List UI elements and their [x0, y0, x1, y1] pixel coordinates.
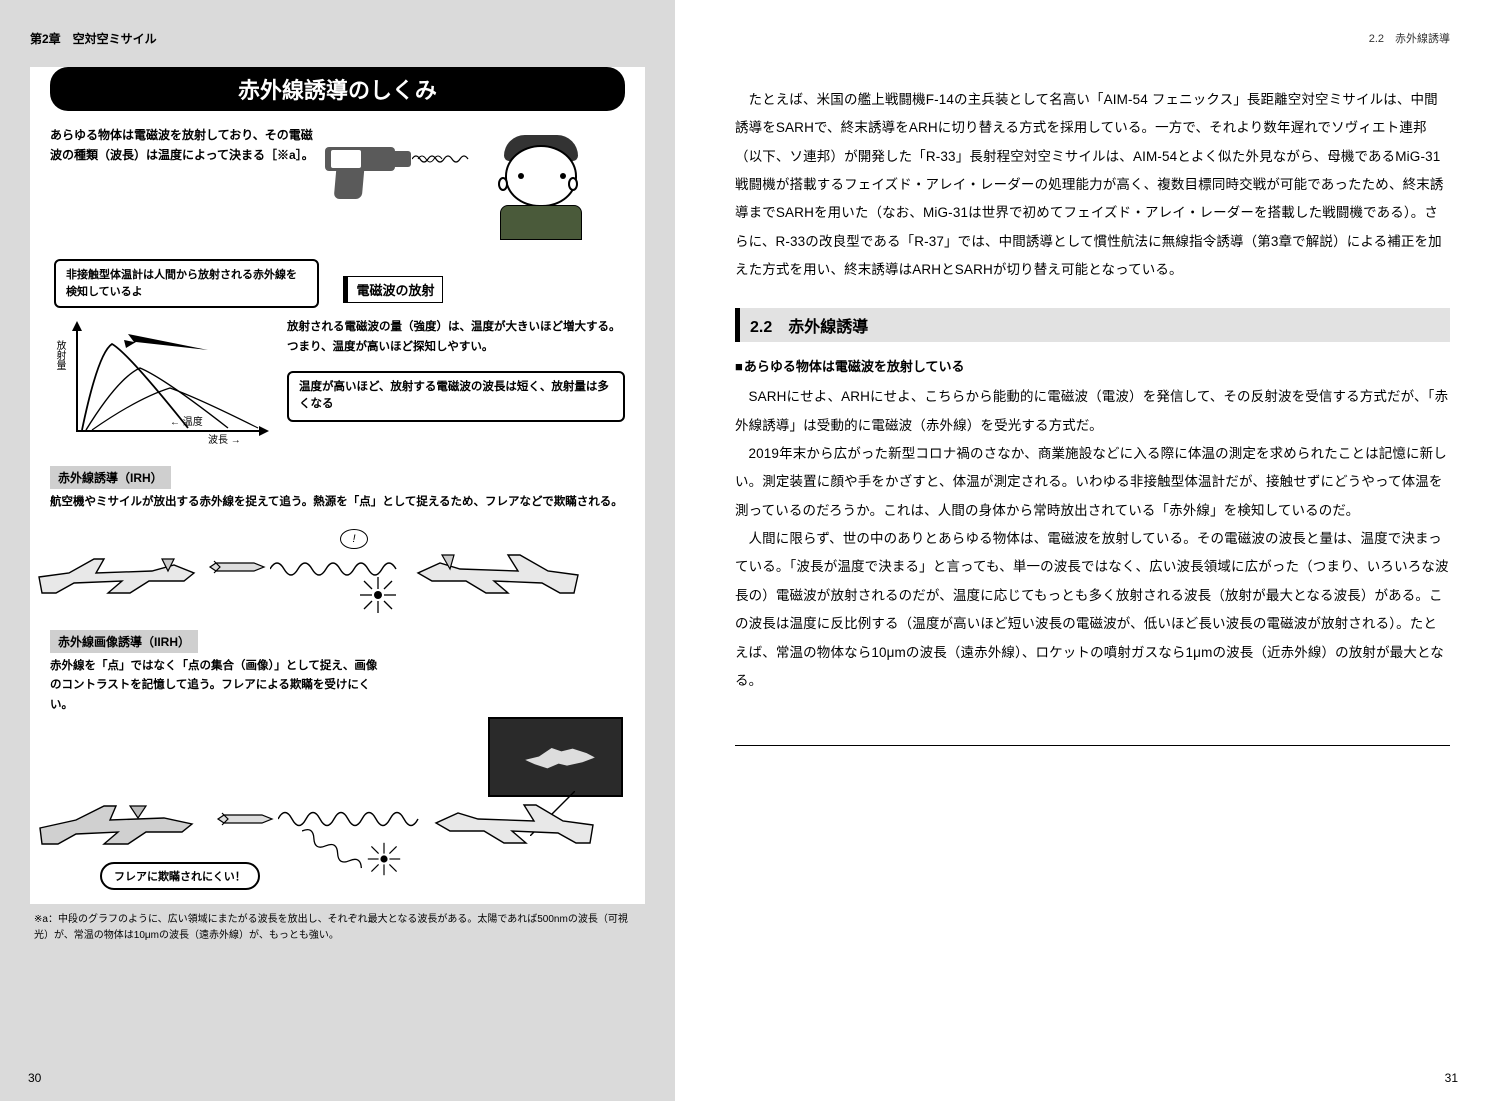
chart-y-label: 放射量	[52, 340, 67, 370]
thermal-image	[488, 717, 623, 797]
thermometer-icon	[325, 143, 420, 177]
footnote: ※a：中段のグラフのように、広い領域にまたがる波長を放出し、それぞれ最大となる波…	[30, 912, 645, 944]
paragraph-4: 人間に限らず、世の中のありとあらゆる物体は、電磁波を放射している。その電磁波の波…	[735, 525, 1450, 695]
paragraph-2: SARHにせよ、ARHにせよ、こちらから能動的に電磁波（電波）を発信して、その反…	[735, 383, 1450, 440]
chart-arrow-icon	[120, 332, 210, 352]
missile-icon	[208, 559, 268, 575]
callout-no-deception: フレアに欺瞞されにくい！	[100, 862, 260, 890]
character-head-icon	[480, 125, 600, 240]
chart-note-1: 放射される電磁波の量（強度）は、温度が大きいほど増大する。つまり、温度が高いほど…	[287, 318, 625, 357]
intro-row: あらゆる物体は電磁波を放射しており、その電磁波の種類（波長）は温度によって決まる…	[30, 125, 645, 255]
infobox-title: 赤外線誘導のしくみ	[50, 67, 625, 111]
chart-wave-label: 波長 →	[208, 431, 241, 446]
iirh-diagram: フレアに欺瞞されにくい！	[30, 719, 645, 894]
fighter-jet-left-icon	[34, 545, 204, 601]
infobox: 赤外線誘導のしくみ あらゆる物体は電磁波を放射しており、その電磁波の種類（波長）…	[30, 67, 645, 904]
paragraph-3: 2019年末から広がった新型コロナ禍のさなか、商業施設などに入る際に体温の測定を…	[735, 440, 1450, 525]
ir-waves-icon	[412, 153, 470, 165]
stealth-jet-icon	[34, 794, 209, 852]
exclamation-bubble: !	[340, 529, 368, 549]
chart-row: 放射量 ← 温度 波長 → 放射される電磁波の量（強度）は、温度が大きいほど増大…	[30, 318, 645, 458]
page-number-left: 30	[28, 1071, 41, 1085]
intro-illustration	[320, 125, 625, 245]
fighter-jet-right-icon	[408, 541, 583, 601]
irh-description: 航空機やミサイルが放出する赤外線を捉えて追う。熱源を「点」として捉えるため、フレ…	[30, 493, 645, 517]
intro-text: あらゆる物体は電磁波を放射しており、その電磁波の種類（波長）は温度によって決まる…	[50, 125, 320, 166]
left-page: 第2章 空対空ミサイル 赤外線誘導のしくみ あらゆる物体は電磁波を放射しており、…	[0, 0, 675, 1101]
divider	[735, 745, 1450, 746]
page-number-right: 31	[1445, 1071, 1458, 1085]
iirh-heading: 赤外線画像誘導（IIRH）	[50, 630, 198, 653]
chart-note-2-bubble: 温度が高いほど、放射する電磁波の波長は短く、放射量は多くなる	[287, 371, 625, 422]
chapter-header: 第2章 空対空ミサイル	[30, 30, 645, 47]
flare-icon	[366, 841, 402, 877]
fighter-jet-right-icon	[428, 791, 598, 849]
flare-icon	[358, 575, 398, 615]
irh-heading: 赤外線誘導（IRH）	[50, 466, 171, 489]
paragraph-1: たとえば、米国の艦上戦闘機F-14の主兵装として名高い「AIM-54 フェニック…	[735, 86, 1450, 284]
section-number: 2.2	[750, 319, 772, 336]
radiation-heading: 電磁波の放射	[343, 276, 443, 303]
section-header-right: 2.2 赤外線誘導	[735, 30, 1450, 46]
speech-bubble-thermometer: 非接触型体温計は人間から放射される赤外線を検知しているよ	[54, 259, 319, 308]
iirh-description: 赤外線を「点」ではなく「点の集合（画像）」として捉え、画像のコントラストを記憶し…	[30, 657, 400, 720]
section-title-text: 赤外線誘導	[788, 319, 868, 336]
missile-icon	[216, 811, 276, 827]
irh-diagram: !	[30, 517, 645, 622]
radiation-chart: 放射量 ← 温度 波長 →	[50, 318, 275, 458]
subheading: あらゆる物体は電磁波を放射している	[735, 356, 1450, 375]
section-title: 2.2 赤外線誘導	[735, 308, 1450, 342]
right-page: 2.2 赤外線誘導 たとえば、米国の艦上戦闘機F-14の主兵装として名高い「AI…	[675, 0, 1500, 1101]
